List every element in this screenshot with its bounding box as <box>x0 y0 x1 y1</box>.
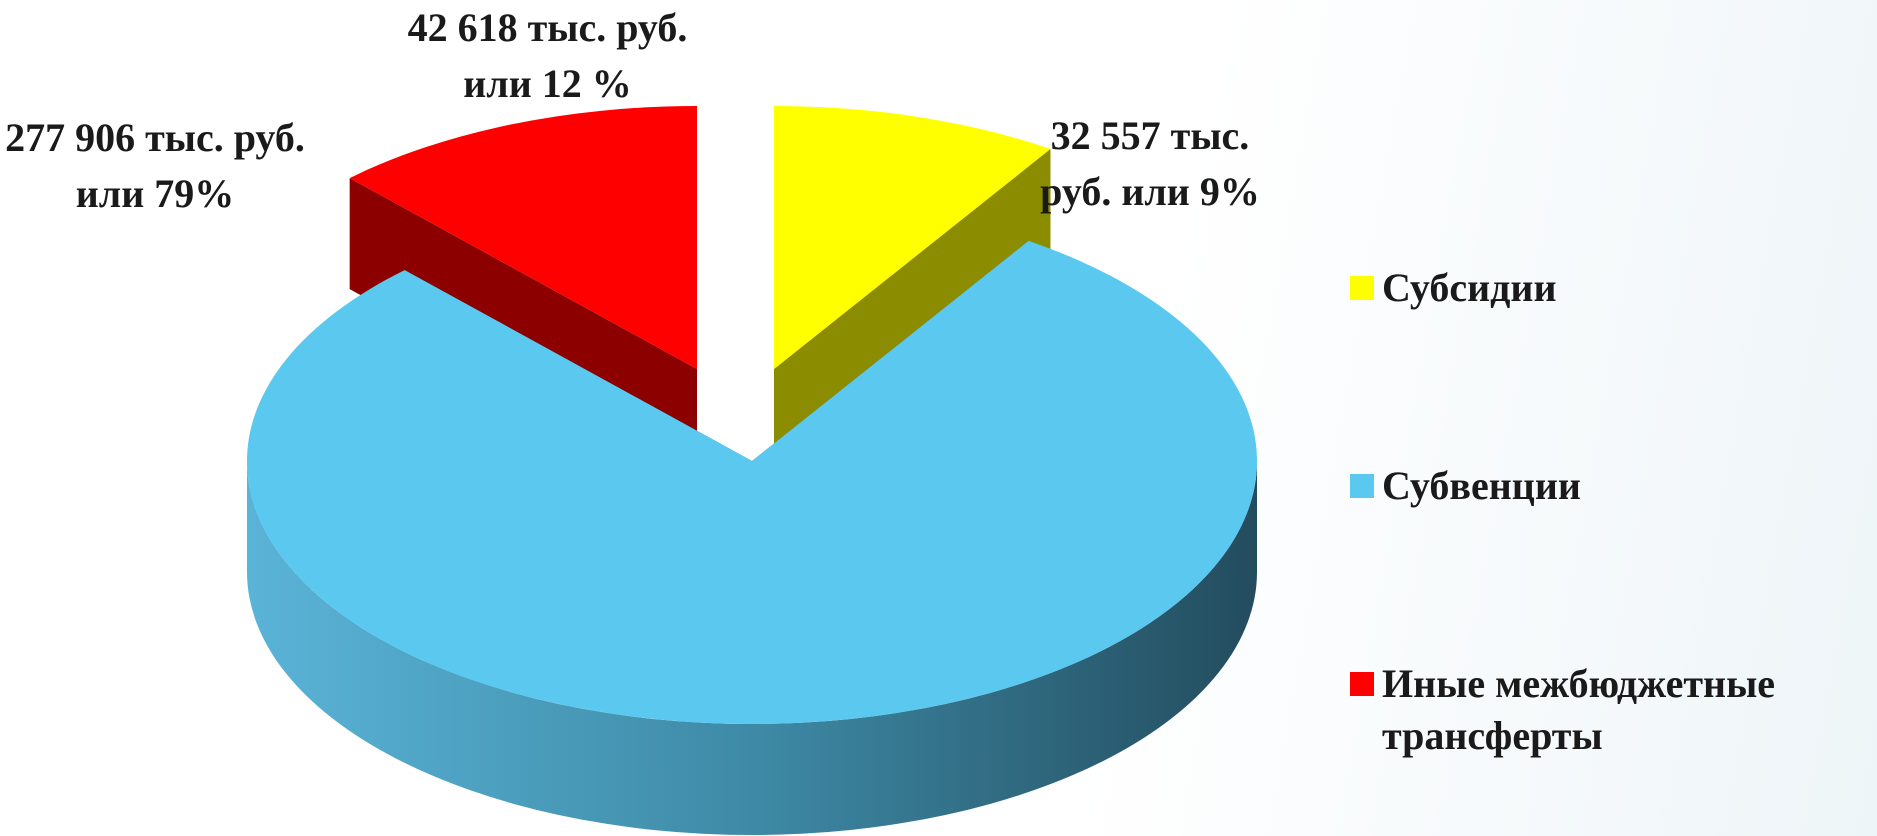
legend-swatch <box>1350 672 1374 696</box>
legend-label: Субсидии <box>1382 265 1557 310</box>
legend-swatch <box>1350 474 1374 498</box>
slice <box>774 106 1051 369</box>
slice-wall <box>247 461 1257 835</box>
legend-label: Иные межбюджетные трансферты <box>1382 661 1776 758</box>
data-label: 277 906 тыс. руб. или 79% <box>5 115 305 216</box>
slice <box>246 240 1257 724</box>
data-label: 32 557 тыс. руб. или 9% <box>1040 113 1260 214</box>
legend-item: Субсидии <box>1350 262 1850 314</box>
legend-item: Иные межбюджетные трансферты <box>1350 658 1850 762</box>
slice <box>349 106 697 369</box>
legend-swatch <box>1350 276 1374 300</box>
data-label: 42 618 тыс. руб. или 12 % <box>407 5 688 106</box>
legend-label: Субвенции <box>1382 463 1581 508</box>
legend-item: Субвенции <box>1350 460 1850 512</box>
